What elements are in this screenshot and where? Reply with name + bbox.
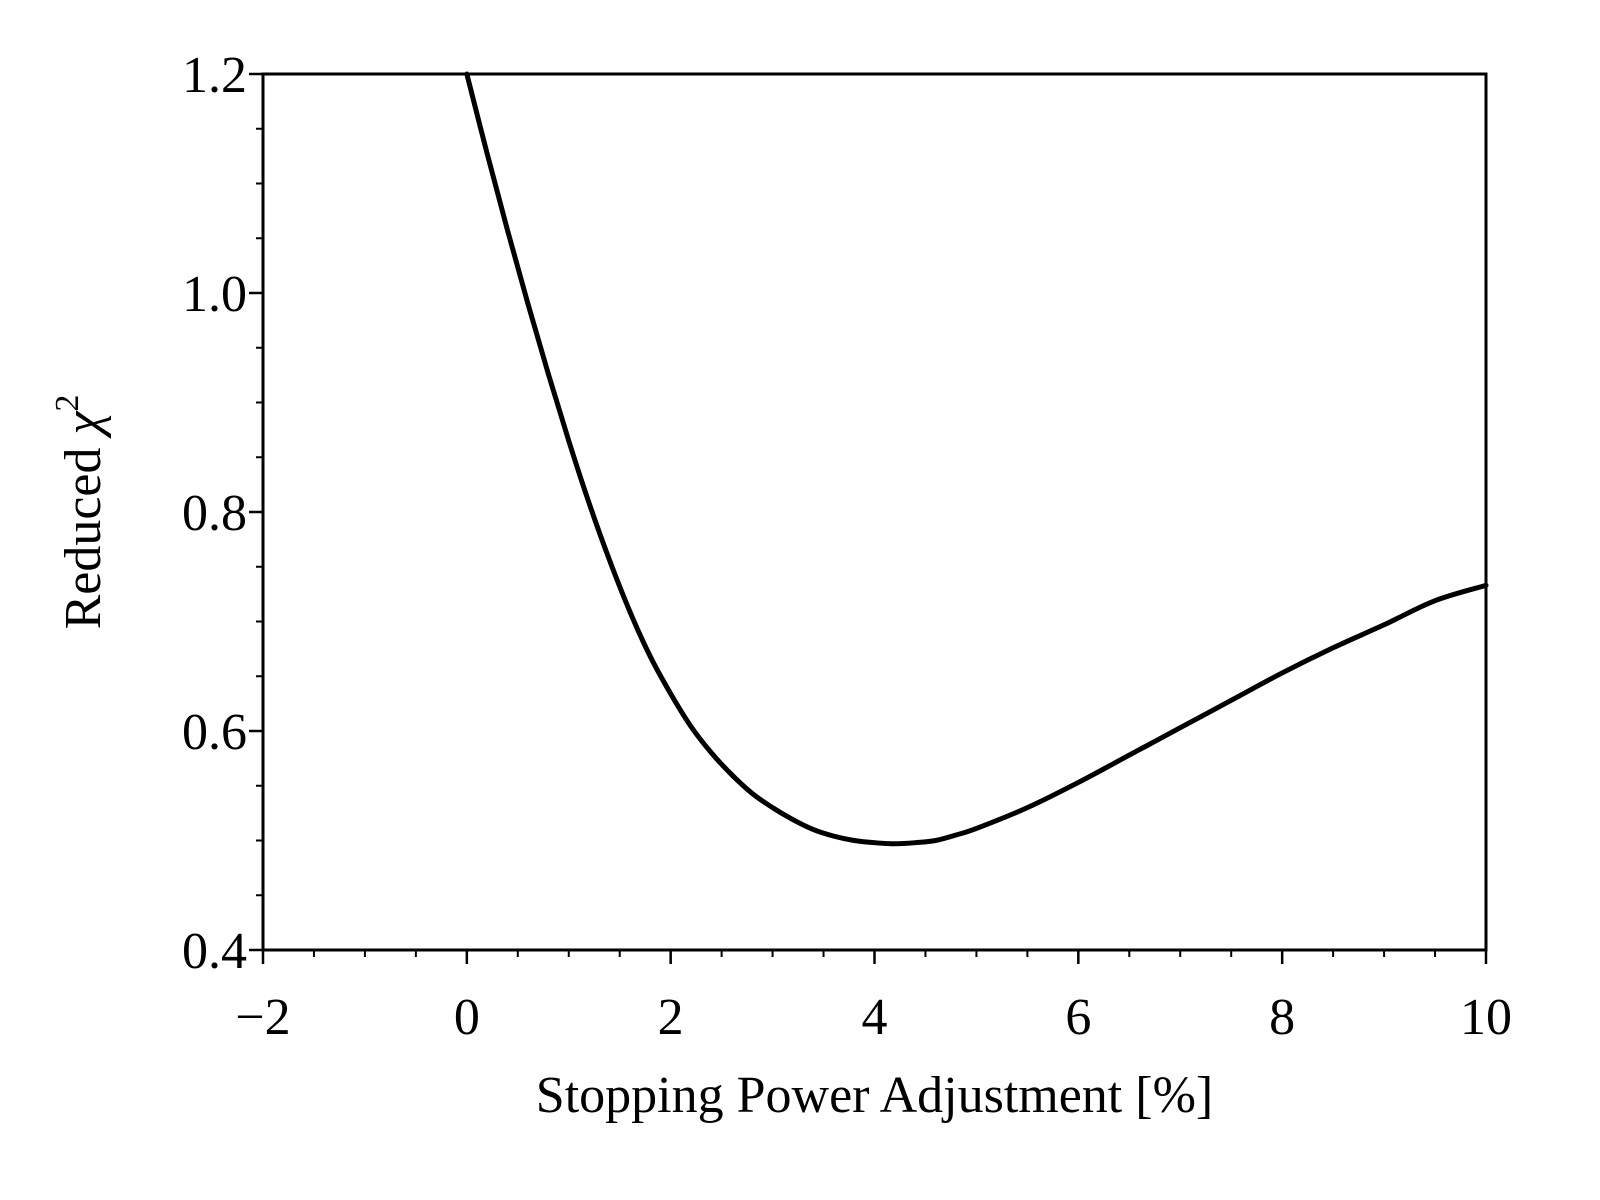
x-tick-label: 6: [1065, 989, 1091, 1046]
plot-frame: [261, 72, 1488, 952]
y-axis-title: Reduced χ2: [49, 395, 112, 630]
x-axis-title: Stopping Power Adjustment [%]: [536, 1067, 1213, 1124]
y-axis-title-symbol: χ: [55, 410, 112, 439]
y-tick-label: 0.8: [182, 485, 247, 542]
x-tick-label: −2: [235, 989, 290, 1046]
series-layer: [464, 71, 1489, 847]
x-tick-label: 8: [1269, 989, 1295, 1046]
y-tick-label: 0.4: [182, 923, 247, 980]
y-tick-label: 1.2: [182, 47, 247, 104]
x-tick-label: 10: [1460, 989, 1512, 1046]
x-tick-label: 0: [454, 989, 480, 1046]
y-tick-label: 1.0: [182, 266, 247, 323]
x-tick-label: 2: [658, 989, 684, 1046]
y-axis-title-prefix: Reduced: [55, 434, 112, 629]
labels-layer: −2 0 2 4 6 8 10 0.4 0.6 0.8 1.0 1.2: [182, 47, 1512, 1046]
y-tick-label: 0.6: [182, 704, 247, 761]
y-axis-title-superscript: 2: [49, 395, 86, 412]
x-tick-label: 4: [862, 989, 888, 1046]
series-line: [464, 71, 1489, 847]
